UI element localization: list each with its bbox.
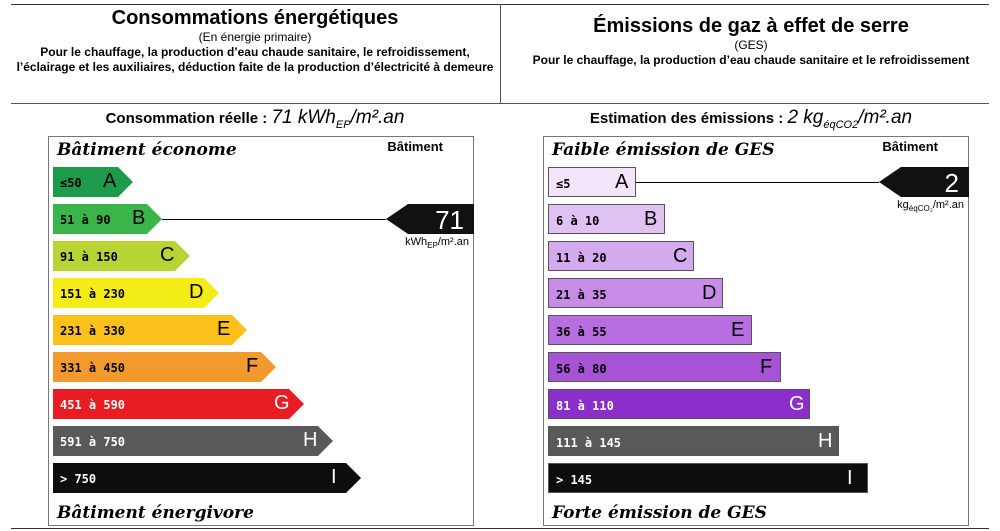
class-range: 151 à 230 [60,287,126,301]
ges-summary-value: 2 kgéqCO2/m².an [787,107,913,131]
energy-subtitle: (En énergie primaire) [198,30,312,44]
energy-class-a: ≤50 A [53,167,133,197]
class-letter: E [217,318,231,340]
class-letter: F [246,355,259,377]
class-range: 6 à 10 [556,214,600,228]
ges-class-g: 81 à 110 G [548,389,810,419]
header-divider [500,4,501,103]
class-range: ≤5 [556,177,571,191]
class-letter: H [818,430,833,452]
class-letter: G [789,393,805,415]
ges-class-e: 36 à 55 E [548,315,752,345]
ges-class-i: > 145 I [548,463,868,493]
energy-summary: Consommation réelle : 71 kWhEP/m².an [16,106,494,137]
energy-class-e: 231 à 330 E [53,315,247,345]
ges-summary: Estimation des émissions : 2 kgéqCO2/m².… [512,106,990,137]
ges-marker-value: 2 [944,168,959,198]
energy-marker-connector [162,219,386,220]
class-letter: I [847,467,853,489]
ges-title: Émissions de gaz à effet de serre [593,15,909,37]
ges-marker-unit: kgéqCO₂/m².an [897,199,964,214]
class-letter: D [189,281,204,303]
energy-class-h: 591 à 750 H [53,426,333,456]
energy-value-marker: 71 [386,204,474,234]
class-range: 331 à 450 [60,361,126,375]
class-range: ≤50 [60,176,82,190]
ges-marker-connector [636,182,879,183]
ges-subtitle: (GES) [734,38,768,52]
class-letter: E [731,319,745,341]
class-letter: C [673,245,688,267]
energy-class-c: 91 à 150 C [53,241,190,271]
energy-class-i: > 750 I [53,463,361,493]
class-letter: F [760,356,773,378]
header-rule [11,103,989,104]
energy-class-d: 151 à 230 D [53,278,219,308]
class-range: 81 à 110 [556,399,614,413]
ges-header: Émissions de gaz à effet de serre (GES) … [512,14,990,68]
energy-marker-value: 71 [435,205,464,235]
class-letter: H [303,429,318,451]
class-letter: A [103,170,117,192]
energy-label-box: Bâtiment économe Bâtiment Bâtiment énerg… [48,136,474,526]
class-letter: C [160,244,175,266]
class-letter: A [615,171,629,193]
class-range: 91 à 150 [60,250,118,264]
class-range: 451 à 590 [60,398,126,412]
class-range: 56 à 80 [556,362,607,376]
energy-class-f: 331 à 450 F [53,352,276,382]
energy-scale-top: Bâtiment économe [57,140,237,160]
ges-class-a: ≤5 A [548,167,636,197]
class-letter: D [702,282,717,304]
ges-value-marker: 2 [879,167,969,197]
energy-summary-value: 71 kWhEP/m².an [271,107,405,131]
energy-summary-label: Consommation réelle : [105,110,268,127]
class-range: 111 à 145 [556,436,622,450]
energy-marker-unit: kWhEP/m².an [405,236,469,251]
ges-class-d: 21 à 35 D [548,278,723,308]
ges-class-c: 11 à 20 C [548,241,694,271]
ges-summary-label: Estimation des émissions : [589,110,784,127]
energy-header: Consommations énergétiques (En énergie p… [16,6,494,75]
energy-class-b: 51 à 90 B [53,204,162,234]
ges-class-f: 56 à 80 F [548,352,781,382]
energy-scale-bottom: Bâtiment énergivore [57,503,254,523]
energy-title: Consommations énergétiques [111,7,399,29]
class-letter: G [274,392,290,414]
class-range: 21 à 35 [556,288,607,302]
class-range: 11 à 20 [556,251,607,265]
energy-class-g: 451 à 590 G [53,389,304,419]
class-range: 36 à 55 [556,325,607,339]
class-letter: B [644,208,658,230]
energy-batiment-label: Bâtiment [387,139,443,154]
ges-label-box: Faible émission de GES Bâtiment Forte ém… [543,136,969,526]
class-range: > 145 [556,473,593,487]
class-letter: B [132,207,146,229]
ges-batiment-label: Bâtiment [882,139,938,154]
ges-scale-bottom: Forte émission de GES [552,503,767,523]
class-range: 51 à 90 [60,213,111,227]
ges-description: Pour le chauffage, la production d’eau c… [532,53,970,67]
energy-description: Pour le chauffage, la production d’eau c… [16,45,494,74]
class-range: 231 à 330 [60,324,126,338]
class-range: 591 à 750 [60,435,126,449]
ges-scale-top: Faible émission de GES [552,140,775,160]
ges-class-h: 111 à 145 H [548,426,839,456]
class-range: > 750 [60,472,97,486]
class-letter: I [331,466,337,488]
ges-class-b: 6 à 10 B [548,204,665,234]
